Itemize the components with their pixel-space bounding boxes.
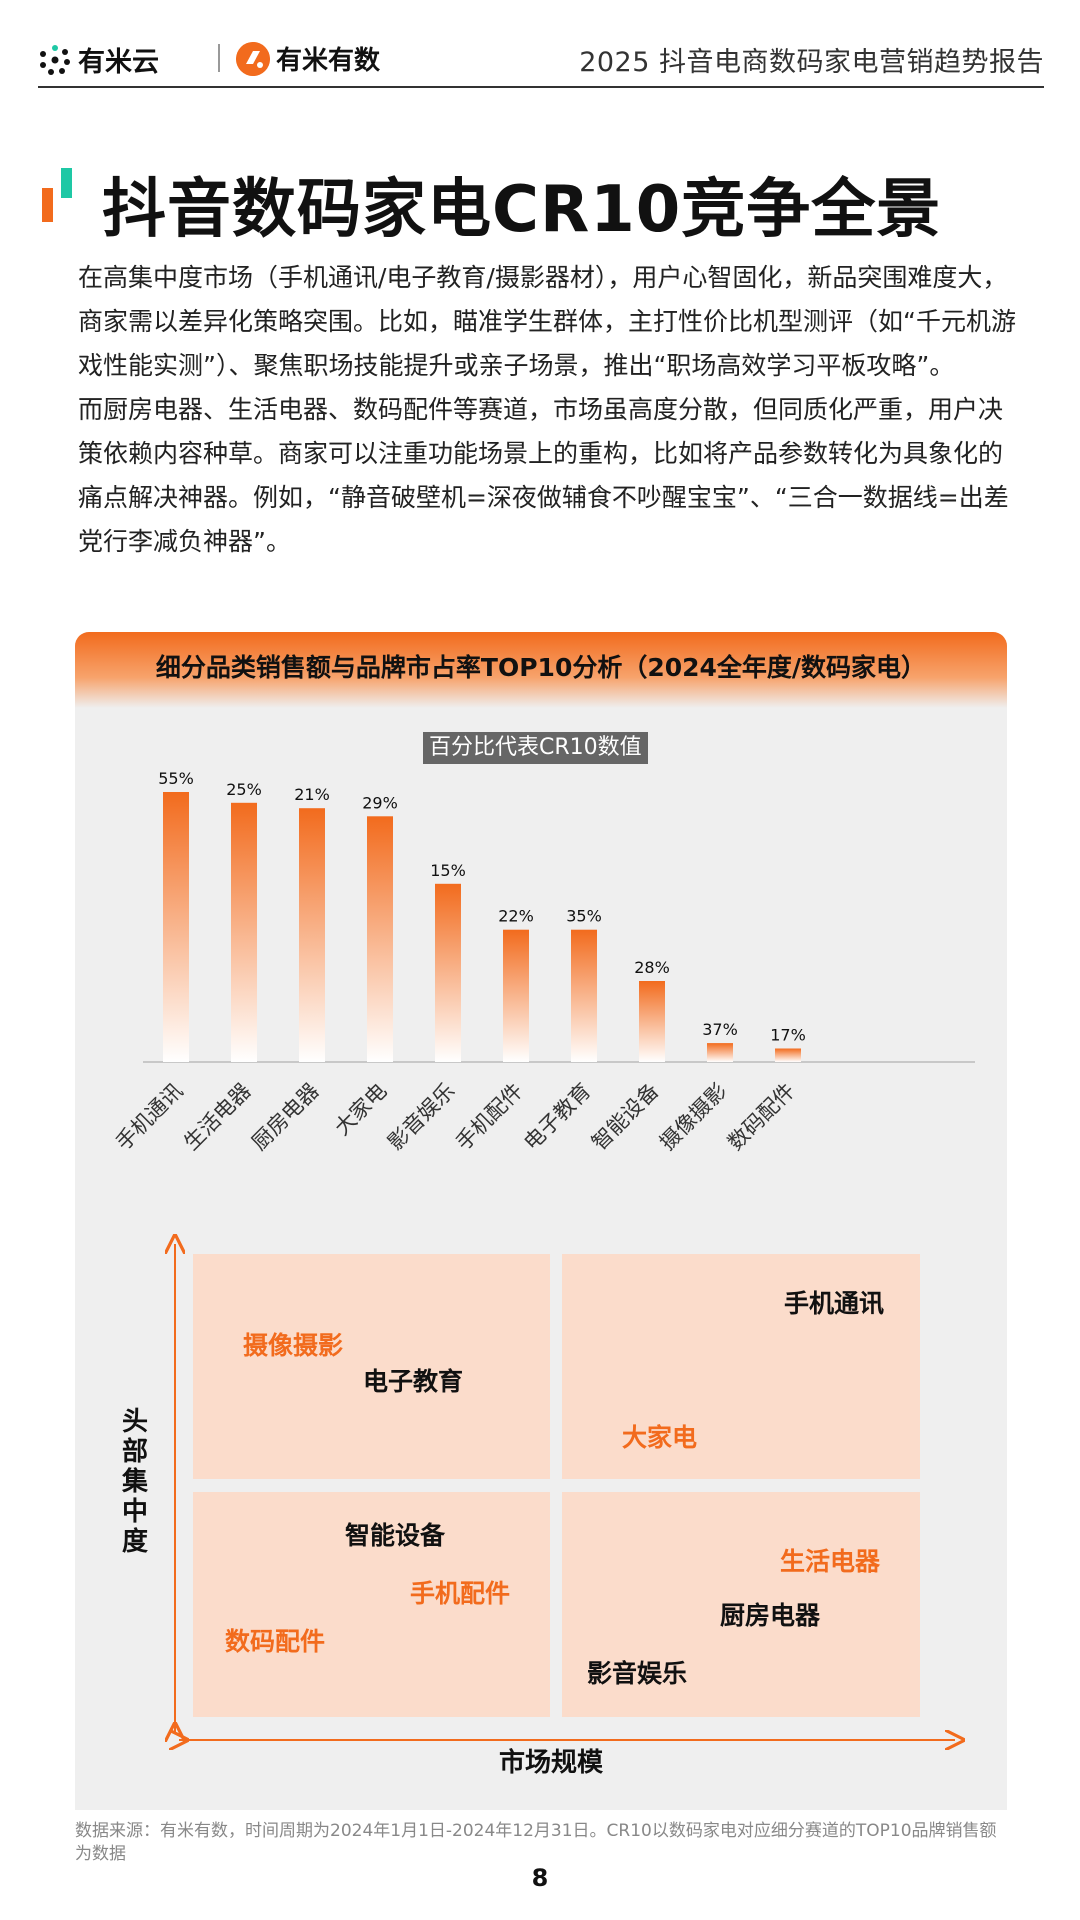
category-tick-label: 影音娱乐: [383, 1079, 459, 1155]
logo-divider: [218, 44, 220, 72]
y-axis-label: 头部集中度: [121, 1407, 148, 1557]
body-paragraph-2: 而厨房电器、生活电器、数码配件等赛道，市场虽高度分散，但同质化严重，用户决策依赖…: [78, 395, 1009, 556]
youmi-cloud-logo: 有米云: [38, 40, 159, 79]
category-tick-label: 生活电器: [179, 1079, 255, 1155]
bar-value-label: 55%: [158, 772, 194, 788]
report-title: 2025 抖音电商数码家电营销趋势报告: [579, 47, 1044, 78]
bar-6: [503, 929, 529, 1062]
body-paragraph-1: 在高集中度市场（手机通讯/电子教育/摄影器材），用户心智固化，新品突围难度大，商…: [78, 263, 1016, 380]
bar-2: [231, 802, 257, 1062]
bar-value-label: 15%: [430, 861, 466, 880]
category-tick-label: 摄像摄影: [655, 1079, 731, 1155]
bar-9: [707, 1043, 733, 1062]
quadrant-label: 大家电: [622, 1423, 698, 1452]
quadrant-top-right: 手机通讯 大家电: [562, 1254, 920, 1479]
report-header: 有米云 有米有数 2025 抖音电商数码家电营销趋势报告: [38, 30, 1044, 88]
chart-card-header: [75, 632, 1007, 708]
bar-value-label: 37%: [702, 1020, 738, 1039]
body-text: 在高集中度市场（手机通讯/电子教育/摄影器材），用户心智固化，新品突围难度大，商…: [78, 256, 1018, 564]
x-axis-label: 市场规模: [498, 1748, 603, 1778]
quadrant-label: 手机通讯: [784, 1289, 885, 1318]
quadrant-bottom-right: 生活电器 厨房电器 影音娱乐: [562, 1492, 920, 1717]
youmi-cloud-logo-icon: [40, 44, 70, 75]
logo2-text: 有米有数: [276, 46, 381, 76]
bar-value-label: 17%: [770, 1026, 806, 1045]
bar-3: [299, 808, 325, 1062]
page-number: 8: [531, 1864, 549, 1892]
category-tick-label: 大家电: [330, 1079, 392, 1141]
quadrant-bottom-left: 智能设备 手机配件 数码配件: [193, 1492, 550, 1717]
quadrant-label: 电子教育: [363, 1367, 464, 1396]
bar-value-label: 29%: [362, 793, 398, 812]
quadrant-label: 厨房电器: [720, 1601, 821, 1630]
quadrant-top-left: 摄像摄影 电子教育: [193, 1254, 550, 1479]
quadrant-label: 智能设备: [345, 1521, 446, 1550]
quadrant-label: 摄像摄影: [243, 1331, 344, 1360]
bar-value-label: 25%: [226, 780, 262, 799]
page-title: 抖音数码家电CR10竞争全景: [102, 173, 942, 247]
bar-value-label: 21%: [294, 785, 330, 804]
bar-chart: 55% 手机通讯 25% 生活电器 21% 厨房电器 29% 大家电 15% 影音娱乐 22% 手机配…: [111, 772, 975, 1155]
category-tick-label: 厨房电器: [247, 1079, 323, 1155]
quadrant-label: 手机配件: [410, 1579, 511, 1608]
chart-subtitle: 百分比代表CR10数值: [423, 732, 648, 764]
chart-card: 细分品类销售额与品牌市占率TOP10分析（2024全年度/数码家电） 百分比代表…: [75, 632, 1007, 1810]
bar-5: [435, 883, 461, 1062]
bar-value-label: 22%: [498, 907, 534, 926]
category-tick-label: 数码配件: [723, 1079, 799, 1155]
bar-8: [639, 981, 665, 1062]
quadrant-label: 生活电器: [780, 1547, 881, 1576]
chart-title: 细分品类销售额与品牌市占率TOP10分析（2024全年度/数码家电）: [155, 653, 927, 682]
youmi-data-logo: 有米有数: [236, 40, 380, 77]
bar-7: [571, 929, 597, 1062]
category-tick-label: 智能设备: [587, 1079, 663, 1155]
bar-value-label: 35%: [566, 907, 602, 926]
bar-10: [775, 1048, 801, 1062]
category-tick-label: 手机配件: [451, 1079, 527, 1155]
quadrant-label: 数码配件: [225, 1627, 326, 1656]
bar-4: [367, 816, 393, 1062]
quadrant-label: 影音娱乐: [587, 1659, 688, 1688]
source-note: 数据来源：有米有数，时间周期为2024年1月1日-2024年12月31日。CR1…: [75, 1821, 997, 1864]
quadrant-axes: [75, 1232, 1007, 1772]
bar-1: [163, 792, 189, 1062]
logo1-text: 有米云: [78, 47, 159, 78]
bars-layer: 55% 手机通讯 25% 生活电器 21% 厨房电器 29% 大家电 15% 影音娱乐 22% 手机配…: [111, 772, 806, 1155]
title-accent-icon: [42, 168, 72, 222]
category-tick-label: 电子教育: [519, 1079, 595, 1155]
category-tick-label: 手机通讯: [111, 1079, 187, 1155]
youmi-data-logo-icon: [236, 41, 270, 76]
bar-value-label: 28%: [634, 958, 670, 977]
